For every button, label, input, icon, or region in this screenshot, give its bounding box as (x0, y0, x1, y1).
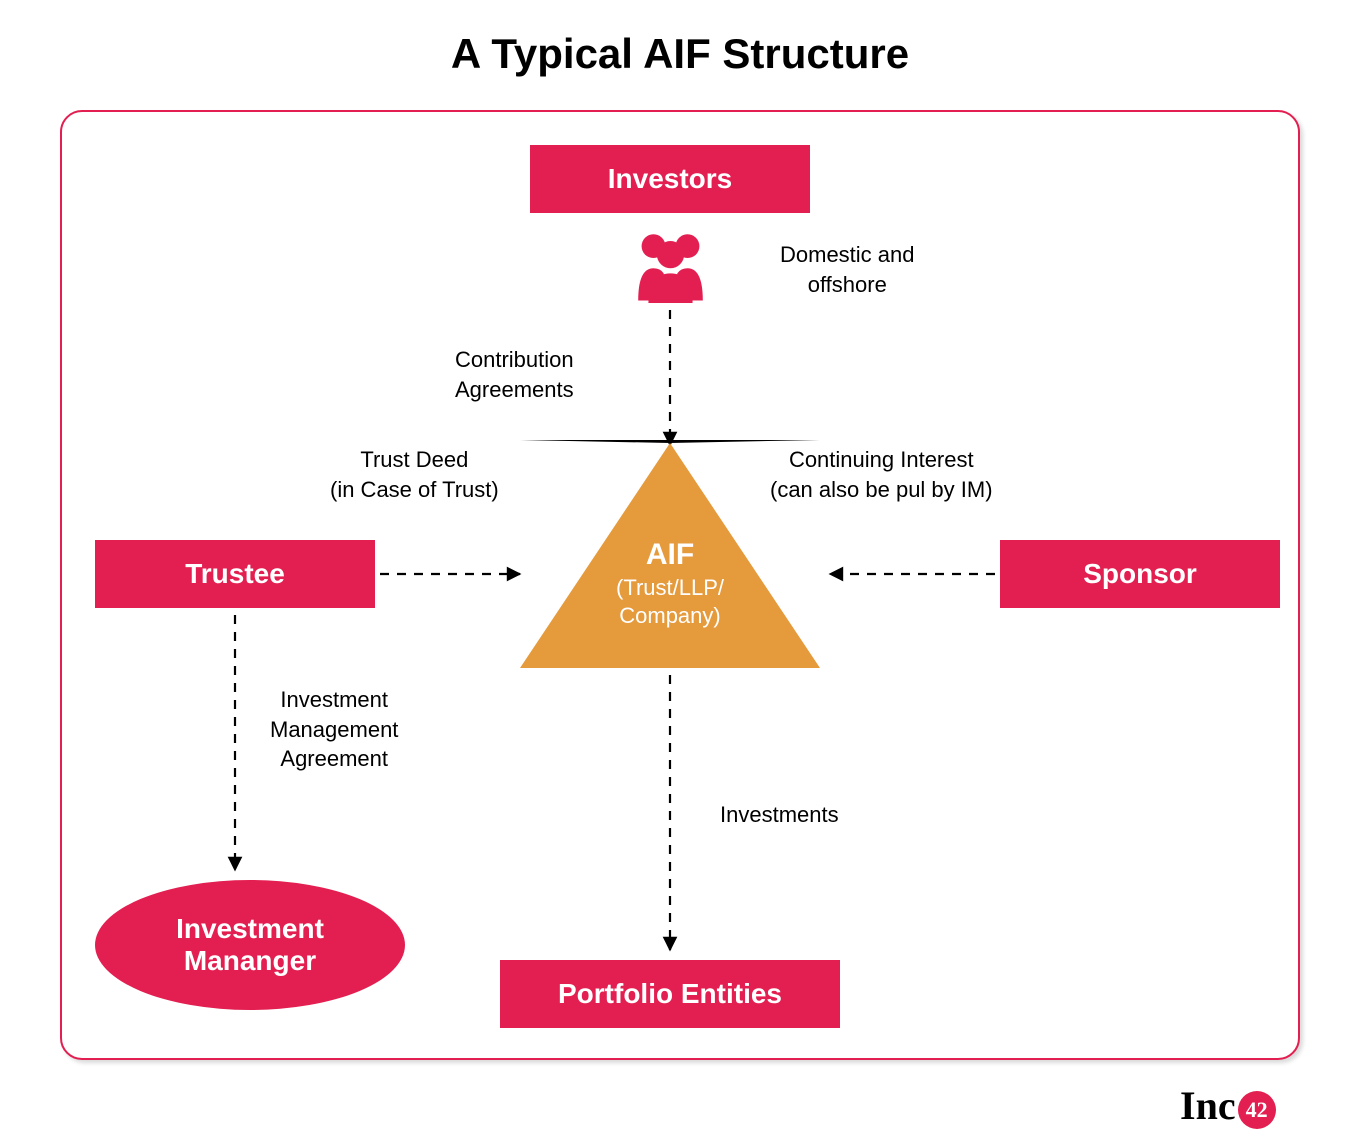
node-sponsor: Sponsor (1000, 540, 1280, 608)
logo-badge: 42 (1238, 1091, 1276, 1129)
node-trustee: Trustee (95, 540, 375, 608)
annotation-continuing: Continuing Interest (can also be pul by … (770, 445, 993, 504)
node-sponsor-label: Sponsor (1083, 558, 1197, 590)
brand-logo: Inc42 (1180, 1082, 1276, 1131)
node-aif-label: AIF (Trust/LLP/ Company) (580, 535, 760, 631)
node-portfolio: Portfolio Entities (500, 960, 840, 1028)
manager-line2: Mananger (176, 945, 324, 977)
node-investors: Investors (530, 145, 810, 213)
node-portfolio-label: Portfolio Entities (558, 978, 782, 1010)
aif-line2: (Trust/LLP/ (580, 574, 760, 603)
node-trustee-label: Trustee (185, 558, 285, 590)
annotation-investments: Investments (720, 800, 839, 830)
people-icon (628, 225, 713, 303)
aif-line1: AIF (580, 535, 760, 574)
annotation-trust-deed: Trust Deed (in Case of Trust) (330, 445, 499, 504)
diagram-title: A Typical AIF Structure (0, 0, 1360, 78)
node-manager: Investment Mananger (95, 880, 405, 1010)
annotation-domestic: Domestic and offshore (780, 240, 915, 299)
manager-line1: Investment (176, 913, 324, 945)
annotation-ima: Investment Management Agreement (270, 685, 398, 774)
node-investors-label: Investors (608, 163, 733, 195)
logo-text: Inc (1180, 1083, 1236, 1128)
annotation-contribution: Contribution Agreements (455, 345, 574, 404)
aif-line3: Company) (580, 602, 760, 631)
